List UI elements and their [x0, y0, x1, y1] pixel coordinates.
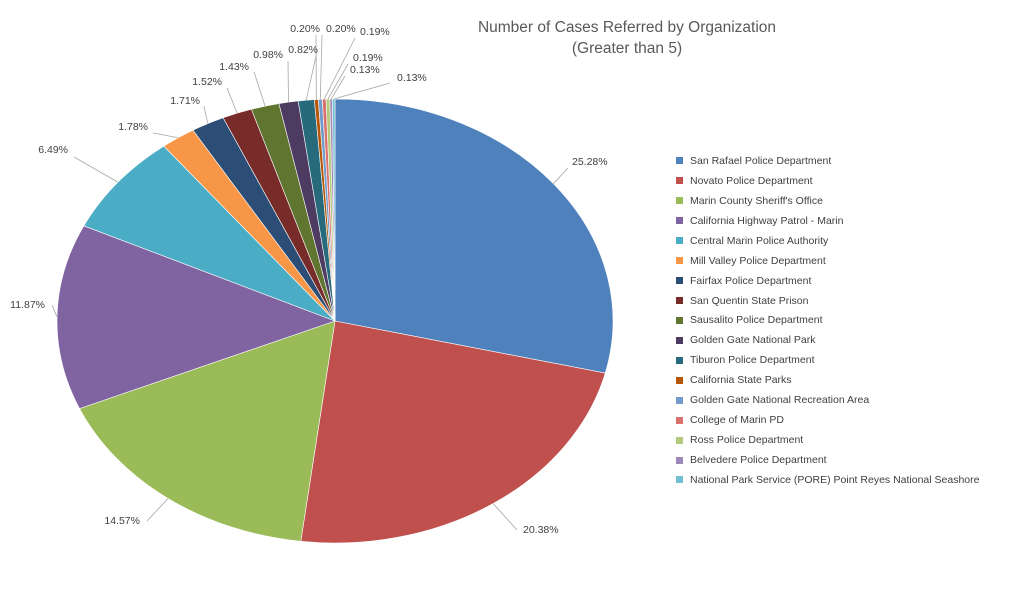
data-label-san-quentin-state-prison: 1.52%	[192, 76, 222, 88]
chart-subtitle: (Greater than 5)	[572, 40, 682, 57]
legend-swatch	[676, 336, 683, 344]
legend-label: Novato Police Department	[690, 174, 813, 187]
data-label-fairfax-police-department: 1.71%	[170, 95, 200, 107]
legend-swatch	[676, 177, 683, 185]
legend-swatch	[676, 476, 683, 484]
legend-label: Ross Police Department	[690, 434, 804, 447]
legend-item-sausalito-police-department: Sausalito Police Department	[676, 311, 979, 331]
data-label-california-highway-patrol-marin: 11.87%	[10, 299, 45, 311]
pie-slice-california-highway-patrol-marin	[56, 225, 336, 409]
legend-swatch	[676, 277, 683, 285]
leader-line-central-marin-police-authority	[73, 156, 119, 183]
legend-label: Fairfax Police Department	[690, 274, 812, 287]
legend-item-california-highway-patrol-marin: California Highway Patrol - Marin	[676, 211, 979, 231]
pie-slice-novato-police-department	[300, 320, 606, 544]
leader-line-national-park-service-pore-point-reyes-national-seashore	[333, 82, 391, 100]
leader-line-california-highway-patrol-marin	[51, 304, 58, 317]
legend-swatch	[676, 356, 683, 364]
data-label-golden-gate-national-park: 0.98%	[253, 49, 283, 61]
data-label-national-park-service-pore-point-reyes-national-seashore: 0.13%	[397, 72, 427, 84]
legend-item-novato-police-department: Novato Police Department	[676, 171, 979, 191]
legend-swatch	[676, 316, 683, 324]
legend-item-marin-county-sheriff-s-office: Marin County Sheriff's Office	[676, 191, 979, 211]
legend-item-national-park-service-pore-point-reyes-national-seashore: National Park Service (PORE) Point Reyes…	[676, 470, 979, 490]
legend-item-tiburon-police-department: Tiburon Police Department	[676, 350, 979, 370]
chart-title: Number of Cases Referred by Organization	[478, 19, 776, 36]
legend-label: Golden Gate National Park	[690, 334, 816, 347]
legend-label: National Park Service (PORE) Point Reyes…	[690, 473, 980, 486]
data-label-golden-gate-national-recreation-area: 0.20%	[326, 23, 356, 35]
legend: San Rafael Police Department Novato Polic…	[676, 151, 979, 490]
leader-line-golden-gate-national-recreation-area	[319, 34, 323, 100]
legend-label: Central Marin Police Authority	[690, 234, 829, 247]
legend-label: San Quentin State Prison	[690, 294, 809, 307]
legend-swatch	[676, 456, 683, 464]
data-label-san-rafael-police-department: 25.28%	[572, 156, 608, 168]
legend-item-ross-police-department: Ross Police Department	[676, 430, 979, 450]
legend-swatch	[676, 157, 683, 165]
legend-label: California Highway Patrol - Marin	[690, 214, 844, 227]
leader-line-sausalito-police-department	[253, 71, 266, 107]
legend-item-california-state-parks: California State Parks	[676, 370, 979, 390]
legend-item-fairfax-police-department: Fairfax Police Department	[676, 271, 979, 291]
pie-slices	[56, 98, 614, 544]
legend-swatch	[676, 436, 683, 444]
legend-item-mill-valley-police-department: Mill Valley Police Department	[676, 251, 979, 271]
legend-swatch	[676, 416, 683, 424]
legend-label: Sausalito Police Department	[690, 314, 823, 327]
legend-item-golden-gate-national-recreation-area: Golden Gate National Recreation Area	[676, 390, 979, 410]
legend-item-san-rafael-police-department: San Rafael Police Department	[676, 151, 979, 171]
legend-label: Golden Gate National Recreation Area	[690, 394, 870, 407]
data-label-tiburon-police-department: 0.82%	[288, 44, 318, 56]
data-label-mill-valley-police-department: 1.78%	[118, 121, 148, 133]
legend-label: San Rafael Police Department	[690, 154, 832, 167]
legend-label: Mill Valley Police Department	[690, 254, 826, 267]
legend-swatch	[676, 396, 683, 404]
leader-line-novato-police-department	[492, 503, 518, 531]
legend-swatch	[676, 257, 683, 265]
legend-label: Tiburon Police Department	[690, 354, 815, 367]
legend-item-college-of-marin-pd: College of Marin PD	[676, 410, 979, 430]
legend-item-belvedere-police-department: Belvedere Police Department	[676, 450, 979, 470]
legend-label: College of Marin PD	[690, 414, 784, 427]
legend-swatch	[676, 217, 683, 225]
leader-line-san-quentin-state-prison	[226, 87, 238, 114]
data-label-california-state-parks: 0.20%	[290, 23, 320, 35]
leader-line-marin-county-sheriff-s-office	[146, 498, 169, 522]
legend-item-san-quentin-state-prison: San Quentin State Prison	[676, 291, 979, 311]
pie-slice-san-rafael-police-department	[334, 98, 614, 374]
legend-label: Marin County Sheriff's Office	[690, 194, 823, 207]
data-label-novato-police-department: 20.38%	[523, 524, 559, 536]
leader-line-mill-valley-police-department	[152, 132, 179, 139]
pie-slice-marin-county-sheriff-s-office	[79, 320, 336, 542]
legend-item-golden-gate-national-park: Golden Gate National Park	[676, 330, 979, 350]
leader-line-golden-gate-national-park	[287, 60, 289, 103]
leader-line-belvedere-police-department	[330, 75, 346, 100]
leader-line-fairfax-police-department	[203, 105, 209, 124]
data-label-central-marin-police-authority: 6.49%	[38, 144, 68, 156]
data-label-belvedere-police-department: 0.13%	[350, 64, 380, 76]
label-leader-lines	[51, 34, 569, 531]
legend-label: California State Parks	[690, 374, 792, 387]
legend-swatch	[676, 297, 683, 305]
leader-line-san-rafael-police-department	[553, 167, 569, 184]
data-label-marin-county-sheriff-s-office: 14.57%	[104, 515, 140, 527]
leader-line-tiburon-police-department	[305, 55, 317, 101]
legend-label: Belvedere Police Department	[690, 454, 827, 467]
data-label-sausalito-police-department: 1.43%	[219, 61, 249, 73]
legend-swatch	[676, 197, 683, 205]
data-labels: 25.28% 20.38% 14.57% 11.87% 6.49% 1.78% 1.71% 1…	[10, 23, 607, 536]
legend-item-central-marin-police-authority: Central Marin Police Authority	[676, 231, 979, 251]
leader-line-college-of-marin-pd	[323, 37, 356, 100]
leader-line-ross-police-department	[327, 63, 349, 100]
legend-swatch	[676, 237, 683, 245]
data-label-college-of-marin-pd: 0.19%	[360, 26, 390, 38]
data-label-ross-police-department: 0.19%	[353, 52, 383, 64]
legend-swatch	[676, 376, 683, 384]
